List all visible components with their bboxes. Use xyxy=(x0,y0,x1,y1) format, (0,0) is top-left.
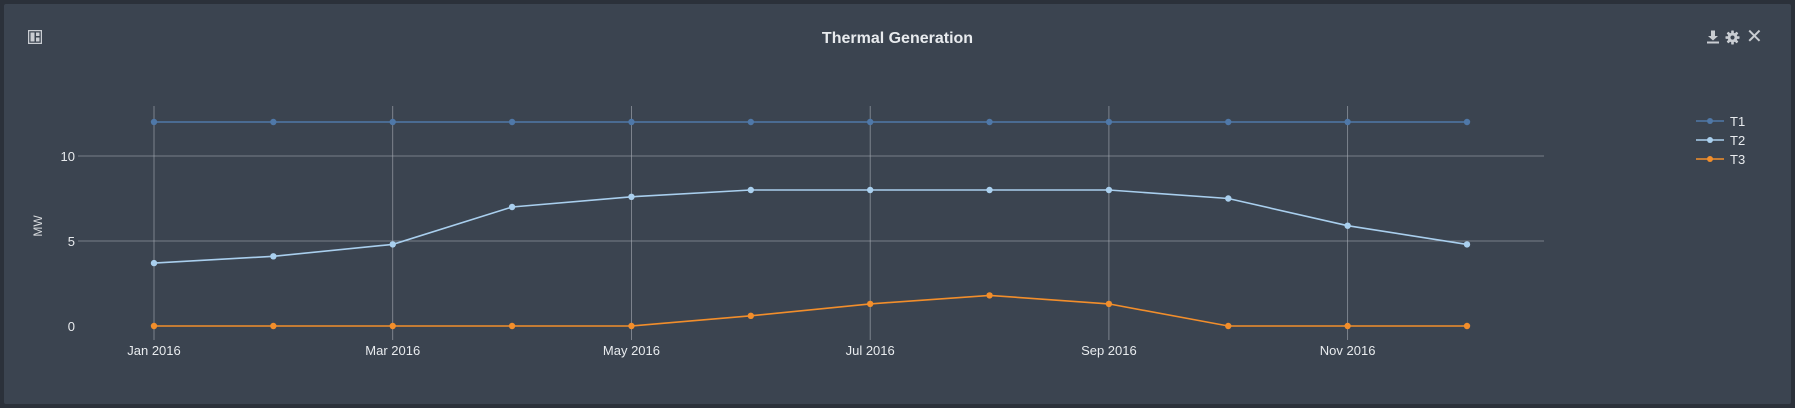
data-point-t3 xyxy=(1105,300,1113,308)
data-point-t1 xyxy=(1344,118,1351,126)
download-icon[interactable] xyxy=(1706,30,1720,49)
data-point-t2 xyxy=(389,241,396,248)
y-tick-label: 10 xyxy=(61,149,75,164)
data-point-t3 xyxy=(508,322,516,330)
data-point-t1 xyxy=(508,118,516,126)
legend-label-t1: T1 xyxy=(1730,114,1745,129)
data-point-t1 xyxy=(1105,118,1113,126)
data-point-t3 xyxy=(866,300,874,308)
x-tick-label: Jul 2016 xyxy=(846,343,895,358)
data-point-t1 xyxy=(986,118,993,126)
data-point-t1 xyxy=(747,118,755,126)
x-tick-label: Sep 2016 xyxy=(1081,343,1137,358)
data-point-t1 xyxy=(1225,118,1232,126)
data-point-t2 xyxy=(1463,241,1471,248)
data-point-t3 xyxy=(270,322,277,330)
gear-icon[interactable] xyxy=(1725,30,1740,50)
data-point-t2 xyxy=(270,253,277,260)
data-point-t1 xyxy=(628,118,635,126)
y-tick-label: 0 xyxy=(68,319,75,334)
data-point-t2 xyxy=(747,186,755,194)
legend-marker-t2 xyxy=(1707,137,1713,143)
close-icon[interactable]: ✕ xyxy=(1746,26,1763,48)
y-axis-label: MW xyxy=(31,215,45,237)
x-tick-label: Jan 2016 xyxy=(127,343,181,358)
data-point-t1 xyxy=(866,118,874,126)
data-point-t3 xyxy=(628,322,635,330)
data-point-t1 xyxy=(150,118,158,126)
data-point-t2 xyxy=(986,186,993,194)
data-point-t3 xyxy=(986,292,993,299)
legend-label-t2: T2 xyxy=(1730,133,1745,148)
data-point-t1 xyxy=(389,118,396,126)
data-point-t3 xyxy=(1463,322,1471,330)
series-line-t2 xyxy=(153,189,1468,264)
data-point-t3 xyxy=(747,312,755,319)
x-tick-label: May 2016 xyxy=(603,343,660,358)
data-point-t3 xyxy=(1344,322,1351,330)
data-point-t2 xyxy=(1225,195,1232,202)
x-tick-label: Nov 2016 xyxy=(1320,343,1376,358)
chart-title: Thermal Generation xyxy=(821,30,974,47)
data-point-t3 xyxy=(1225,322,1232,330)
data-point-t2 xyxy=(150,259,158,267)
legend-marker-t1 xyxy=(1707,118,1713,124)
data-point-t2 xyxy=(628,193,635,200)
data-point-t2 xyxy=(1344,222,1351,229)
layout-icon[interactable] xyxy=(27,29,43,49)
data-point-t2 xyxy=(508,203,516,211)
data-point-t2 xyxy=(866,186,874,194)
y-tick-label: 5 xyxy=(68,234,75,249)
data-point-t1 xyxy=(270,118,277,126)
legend-marker-t3 xyxy=(1707,156,1713,162)
series-line-t3 xyxy=(154,294,1467,327)
data-point-t3 xyxy=(389,322,396,330)
x-tick-label: Mar 2016 xyxy=(365,343,420,358)
data-point-t2 xyxy=(1105,186,1113,194)
data-point-t1 xyxy=(1463,118,1471,126)
data-point-t3 xyxy=(150,322,158,330)
chart-panel: Thermal Generation ✕ xyxy=(4,4,1791,404)
legend-label-t3: T3 xyxy=(1730,152,1745,167)
